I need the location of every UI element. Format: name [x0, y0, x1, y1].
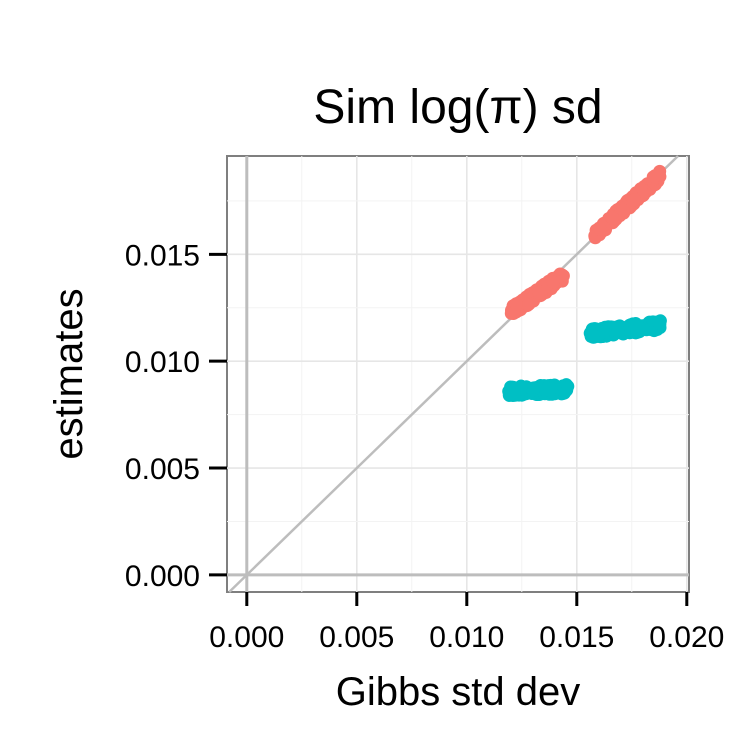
x-tick-label: 0.020	[649, 621, 724, 654]
y-axis-label: estimates	[47, 288, 91, 459]
data-point	[506, 307, 520, 320]
data-point	[632, 320, 646, 334]
data-point	[545, 381, 559, 395]
x-axis-ticks: 0.000 0.005 0.010 0.015 0.020	[209, 592, 724, 654]
data-point	[611, 323, 625, 337]
data-point	[651, 315, 665, 329]
y-axis-ticks: 0.000 0.005 0.010 0.015	[125, 239, 227, 593]
data-point	[637, 187, 651, 201]
chart-title: Sim log(π) sd	[313, 81, 602, 134]
data-point	[557, 386, 571, 400]
y-tick-label: 0.010	[125, 346, 200, 379]
data-point	[627, 193, 641, 207]
data-point	[616, 203, 630, 217]
data-point	[648, 170, 661, 184]
data-point	[597, 325, 611, 339]
y-tick-label: 0.015	[125, 239, 200, 272]
data-point	[513, 383, 527, 396]
data-point	[605, 211, 619, 225]
x-tick-label: 0.015	[539, 621, 614, 654]
y-tick-label: 0.000	[125, 560, 200, 593]
data-point	[546, 275, 560, 289]
y-tick-label: 0.005	[125, 453, 200, 486]
data-points	[502, 164, 667, 402]
data-point	[593, 223, 607, 236]
x-tick-label: 0.005	[319, 621, 394, 654]
data-point	[532, 286, 546, 300]
x-axis-label: Gibbs std dev	[336, 670, 581, 714]
data-point	[509, 297, 523, 311]
data-point	[521, 298, 535, 312]
x-tick-label: 0.010	[429, 621, 504, 654]
x-tick-label: 0.000	[209, 621, 284, 654]
